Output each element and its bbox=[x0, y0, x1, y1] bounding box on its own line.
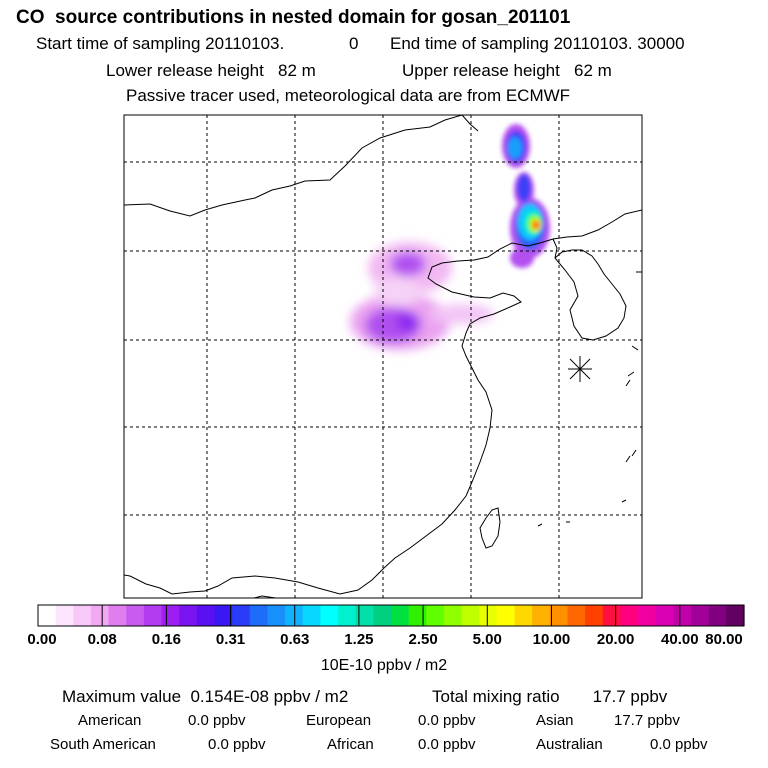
region-australian-value: 0.0 ppbv bbox=[650, 736, 708, 753]
region-african-value: 0.0 ppbv bbox=[418, 736, 476, 753]
color-swatch bbox=[691, 605, 710, 626]
coastlines bbox=[124, 115, 642, 598]
border-korea-china bbox=[552, 238, 558, 259]
map-title: CO source contributions in nested domain… bbox=[16, 7, 571, 28]
korea-coast bbox=[554, 249, 642, 341]
color-tick-label: 20.00 bbox=[596, 631, 635, 648]
color-tick-label: 0.31 bbox=[215, 631, 246, 648]
color-swatch bbox=[302, 605, 321, 626]
color-tick-label: 40.00 bbox=[661, 631, 699, 648]
color-scale-unit: 10E-10 ppbv / m2 bbox=[320, 657, 448, 674]
color-tick-label: 5.00 bbox=[472, 631, 502, 648]
region-south-american-value: 0.0 ppbv bbox=[208, 736, 266, 753]
receptor-star-icon bbox=[568, 356, 592, 382]
region-american-name: American bbox=[78, 712, 142, 729]
color-swatch bbox=[461, 605, 480, 626]
color-swatch bbox=[638, 605, 657, 626]
color-swatch bbox=[338, 605, 357, 626]
tracer-note: Passive tracer used, meteorological data… bbox=[126, 86, 571, 105]
color-swatch bbox=[602, 605, 622, 626]
color-swatch bbox=[567, 605, 586, 626]
lat-lon-grid bbox=[124, 115, 642, 598]
upper-release-height: Upper release height 62 m bbox=[402, 61, 612, 80]
hainan bbox=[251, 595, 277, 598]
lower-release-height: Lower release height 82 m bbox=[106, 61, 316, 80]
color-swatch bbox=[726, 605, 745, 626]
color-swatch bbox=[408, 605, 427, 626]
color-swatch bbox=[549, 605, 569, 626]
border-northeast bbox=[461, 115, 479, 132]
color-swatch bbox=[426, 605, 445, 626]
color-swatch bbox=[232, 605, 251, 626]
color-swatch bbox=[320, 605, 339, 626]
start-time-label: Start time of sampling 20110103. bbox=[36, 34, 285, 53]
color-swatch bbox=[355, 605, 374, 626]
color-swatch bbox=[126, 605, 145, 626]
region-south-american-name: South American bbox=[50, 736, 156, 753]
region-european-value: 0.0 ppbv bbox=[418, 712, 476, 729]
color-swatch bbox=[391, 605, 410, 626]
color-bar-frame bbox=[37, 604, 745, 627]
color-swatch bbox=[38, 605, 57, 626]
region-american-value: 0.0 ppbv bbox=[188, 712, 246, 729]
plume-layer bbox=[350, 124, 550, 350]
color-swatch bbox=[179, 605, 198, 626]
color-swatch bbox=[196, 605, 216, 626]
color-swatch bbox=[585, 605, 604, 626]
color-swatch bbox=[161, 605, 180, 626]
color-swatch bbox=[214, 605, 233, 626]
color-swatch bbox=[108, 605, 127, 626]
color-swatch bbox=[285, 605, 304, 626]
region-european-name: European bbox=[306, 712, 372, 729]
color-swatch bbox=[55, 605, 74, 626]
color-tick-label: 2.50 bbox=[408, 631, 438, 648]
color-swatch bbox=[267, 605, 286, 626]
color-tick-label: 0.63 bbox=[280, 631, 310, 648]
color-tick-label: 10.00 bbox=[532, 631, 571, 648]
color-tick-label: 80.00 bbox=[705, 631, 743, 648]
color-tick-label: 0.00 bbox=[27, 631, 57, 648]
region-australian-name: Australian bbox=[536, 736, 603, 753]
color-swatch bbox=[514, 605, 533, 626]
region-asian-value: 17.7 ppbv bbox=[614, 712, 680, 729]
color-swatch bbox=[620, 605, 639, 626]
color-swatch bbox=[373, 605, 392, 626]
map-frame bbox=[123, 114, 643, 599]
plume-band bbox=[502, 124, 550, 268]
color-scale-bar bbox=[37, 604, 745, 627]
region-african-name: African bbox=[327, 736, 374, 753]
color-swatch bbox=[708, 605, 727, 626]
color-tick-label: 0.08 bbox=[87, 631, 117, 648]
color-swatch bbox=[249, 605, 269, 626]
plume-inland bbox=[350, 242, 494, 350]
color-swatch bbox=[143, 605, 163, 626]
taiwan bbox=[479, 507, 501, 549]
color-swatch bbox=[655, 605, 674, 626]
maximum-value: Maximum value 0.154E-08 ppbv / m2 bbox=[62, 687, 349, 706]
color-swatch bbox=[532, 605, 551, 626]
start-hour: 0 bbox=[349, 34, 359, 53]
color-swatch bbox=[90, 605, 110, 626]
color-tick-label: 0.16 bbox=[151, 631, 181, 648]
color-swatch bbox=[496, 605, 516, 626]
coastline-north bbox=[124, 115, 463, 217]
color-swatch bbox=[443, 605, 463, 626]
total-mixing-ratio: Total mixing ratio 17.7 ppbv bbox=[432, 687, 668, 706]
color-swatch bbox=[479, 605, 498, 626]
end-time-label: End time of sampling 20110103. 30000 bbox=[390, 34, 685, 53]
region-asian-name: Asian bbox=[536, 712, 574, 729]
color-swatch bbox=[73, 605, 92, 626]
color-swatch bbox=[673, 605, 692, 626]
japan-islands bbox=[537, 345, 639, 527]
coastline-bohai bbox=[124, 209, 642, 595]
color-tick-label: 1.25 bbox=[344, 631, 374, 648]
